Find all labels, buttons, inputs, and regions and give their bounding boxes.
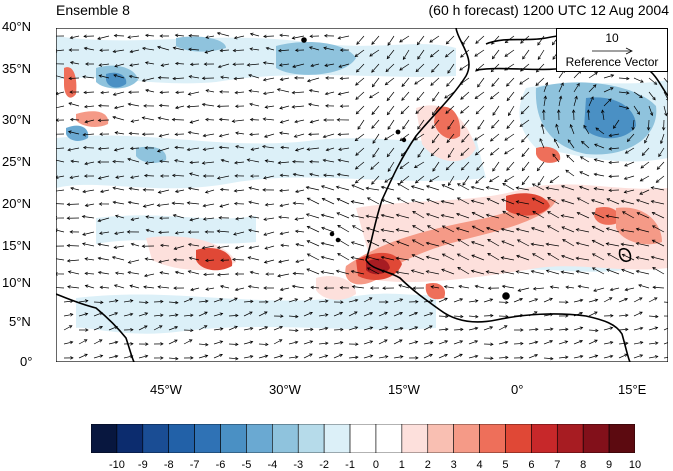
y-tick-label: 30°N <box>2 112 32 127</box>
wind-vectors <box>56 31 668 361</box>
colorbar-swatch <box>272 424 299 453</box>
colorbar-swatch <box>349 424 377 453</box>
plot-title-left: Ensemble 8 <box>56 2 130 18</box>
colorbar-swatch <box>194 424 221 453</box>
y-tick-label: 40°N <box>2 19 32 34</box>
y-tick-label: 25°N <box>2 154 32 169</box>
colorbar-label: -5 <box>241 459 252 471</box>
map-panel <box>56 28 668 362</box>
colorbar-label: 4 <box>476 459 483 471</box>
colorbar-swatch <box>453 424 480 453</box>
y-tick-label: 20°N <box>2 196 32 211</box>
colorbar-swatch <box>116 424 144 453</box>
colorbar-swatch <box>427 424 454 453</box>
anomaly-map <box>56 28 668 362</box>
colorbar-swatch <box>531 424 558 453</box>
colorbar-swatch <box>297 424 325 453</box>
colorbar-label: 6 <box>528 459 535 471</box>
reference-vector-value: 10 <box>605 31 619 45</box>
colorbar-swatch <box>479 424 506 453</box>
colorbar-label: 8 <box>580 459 587 471</box>
x-tick-label: 15°E <box>618 382 647 397</box>
x-tick-label: 15°W <box>388 382 420 397</box>
colorbar-swatch <box>142 424 170 453</box>
reference-vector-label: Reference Vector <box>565 55 659 69</box>
y-tick-label: 15°N <box>2 238 32 253</box>
reference-vector-box: 10 Reference Vector <box>556 28 668 72</box>
y-tick-label: 10°N <box>2 275 32 290</box>
colorbar-label: -1 <box>345 459 355 471</box>
colorbar-swatch <box>556 424 584 453</box>
colorbar-swatch <box>246 424 273 453</box>
colorbar-label: -3 <box>293 459 304 471</box>
colorbar-label: 3 <box>450 459 457 471</box>
colorbar-swatch <box>323 424 351 453</box>
colorbar-label: 7 <box>554 459 561 471</box>
colorbar-label: -2 <box>319 459 330 471</box>
colorbar-label: -7 <box>189 459 200 471</box>
colorbar-label: 5 <box>502 459 509 471</box>
reference-arrow-icon <box>592 47 633 55</box>
y-tick-label: 5°N <box>9 314 31 329</box>
colorbar-label: 0 <box>372 459 379 471</box>
colorbar <box>91 424 635 453</box>
colorbar-label: -8 <box>163 459 174 471</box>
colorbar-swatch <box>168 424 195 453</box>
colorbar-label: 2 <box>424 459 431 471</box>
colorbar-label: -9 <box>137 459 148 471</box>
x-tick-label: 45°W <box>150 382 182 397</box>
x-tick-label: 30°W <box>269 382 301 397</box>
y-tick-label: 35°N <box>2 61 32 76</box>
colorbar-label: -10 <box>108 459 125 471</box>
colorbar-swatch <box>505 424 532 453</box>
colorbar-swatch <box>582 424 610 453</box>
colorbar-label: 9 <box>606 459 613 471</box>
colorbar-label: -4 <box>267 459 278 471</box>
colorbar-label: -6 <box>215 459 226 471</box>
colorbar-swatch <box>401 424 429 453</box>
x-tick-label: 0° <box>511 382 524 397</box>
plot-title-right: (60 h forecast) 1200 UTC 12 Aug 2004 <box>428 2 669 18</box>
colorbar-swatch <box>220 424 247 453</box>
colorbar-swatch <box>608 424 635 453</box>
colorbar-swatch <box>91 424 118 453</box>
colorbar-swatch <box>375 424 403 453</box>
colorbar-label: 10 <box>628 459 642 471</box>
colorbar-label: 1 <box>398 459 405 471</box>
y-tick-label: 0° <box>20 354 33 369</box>
